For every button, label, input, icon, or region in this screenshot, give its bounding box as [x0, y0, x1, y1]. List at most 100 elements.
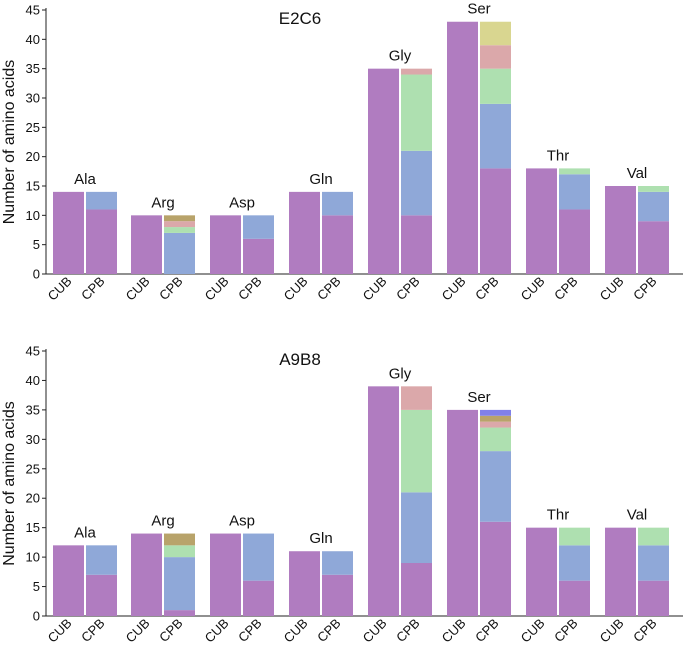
bar-segment-purple [243, 580, 274, 616]
y-tick-label: 15 [26, 179, 40, 194]
bar-label: CUB [45, 616, 75, 646]
bar-label: CPB [630, 616, 660, 646]
category-label: Gln [309, 171, 332, 188]
bar-label: CPB [551, 274, 581, 304]
bar-segment-blue [638, 545, 669, 581]
bar-segment-green [559, 168, 590, 175]
bar-segment-pink [480, 421, 511, 428]
bar-segment-purple [131, 533, 162, 616]
y-tick-label: 10 [26, 208, 40, 223]
bar-segment-purple [86, 574, 117, 616]
bar-segment-blue [164, 232, 195, 274]
bar-segment-purple [559, 209, 590, 274]
bar-segment-purple [322, 215, 353, 274]
bar-label: CPB [78, 616, 108, 646]
category-label: Arg [151, 513, 174, 530]
bar-label: CPB [156, 274, 186, 304]
bar-segment-green [480, 68, 511, 104]
bar-label: CPB [393, 274, 423, 304]
bar-segment-olive [164, 533, 195, 546]
bar-segment-purple [368, 68, 399, 275]
bar-segment-purple [368, 386, 399, 616]
bar-segment-blue [243, 215, 274, 239]
bar-segment-purple [447, 409, 478, 616]
bar-segment-blue [638, 191, 669, 222]
bar-segment-blue [401, 150, 432, 216]
bar-segment-purple [289, 551, 320, 616]
bar-segment-green [401, 409, 432, 493]
bar-label: CPB [630, 274, 660, 304]
bar-segment-purple [447, 21, 478, 274]
y-tick-label: 45 [26, 3, 40, 18]
bar-segment-blue [243, 533, 274, 581]
bar-segment-blue [559, 174, 590, 210]
bar-segment-blue [322, 191, 353, 216]
category-label: Gly [389, 365, 412, 382]
bar-segment-purple [605, 527, 636, 616]
bar-segment-purple [401, 563, 432, 616]
bar-segment-blue [86, 545, 117, 575]
bar-label: CUB [45, 274, 75, 304]
y-tick-label: 5 [33, 579, 40, 594]
chart-title: E2C6 [279, 9, 322, 28]
bar-segment-purple [526, 168, 557, 274]
bar-segment-blue [401, 492, 432, 563]
category-label: Val [627, 165, 648, 182]
bar-segment-blue [480, 103, 511, 169]
bar-label: CPB [472, 274, 502, 304]
bar-segment-pink [164, 221, 195, 228]
bar-segment-purple [526, 527, 557, 616]
bar-segment-olive [480, 415, 511, 422]
y-tick-label: 35 [26, 61, 40, 76]
category-label: Gly [389, 48, 412, 65]
category-label: Asp [229, 513, 255, 530]
bar-label: CPB [314, 274, 344, 304]
bar-label: CPB [235, 616, 265, 646]
chart-title: A9B8 [279, 350, 321, 369]
bar-segment-purple [289, 191, 320, 274]
bar-segment-green [638, 527, 669, 546]
category-label: Ser [467, 1, 490, 18]
y-tick-label: 5 [33, 237, 40, 252]
y-tick-label: 20 [26, 491, 40, 506]
bar-segment-blue [322, 551, 353, 575]
y-tick-label: 25 [26, 120, 40, 135]
y-tick-label: 35 [26, 402, 40, 417]
bar-segment-purple [480, 521, 511, 616]
category-label: Thr [547, 507, 570, 524]
bar-segment-purple [131, 215, 162, 274]
bar-label: CUB [597, 274, 627, 304]
bar-label: CPB [551, 616, 581, 646]
bar-segment-purple [322, 574, 353, 616]
y-tick-label: 30 [26, 432, 40, 447]
bar-label: CUB [360, 274, 390, 304]
category-label: Arg [151, 194, 174, 211]
category-label: Thr [547, 147, 570, 164]
category-label: Ser [467, 389, 490, 406]
bar-segment-purple [638, 221, 669, 274]
y-tick-label: 25 [26, 461, 40, 476]
y-axis-title: Number of amino acids [1, 60, 18, 225]
chart-a9b8: 0 5 10 15 20 25 30 35 40 45 Number of amino acids A… [1, 344, 683, 646]
bar-segment-purple [480, 168, 511, 274]
bar-segment-purple [53, 191, 84, 274]
bar-segment-violet [480, 409, 511, 416]
category-label: Ala [74, 171, 96, 188]
bar-label: CPB [78, 274, 108, 304]
bar-segment-purple [164, 610, 195, 616]
y-tick-label: 20 [26, 149, 40, 164]
bar-segment-green [401, 74, 432, 151]
bar-segment-blue [164, 557, 195, 611]
bar-label: CUB [202, 616, 232, 646]
bar-segment-purple [638, 580, 669, 616]
y-tick-label: 15 [26, 520, 40, 535]
bar-segment-blue [559, 545, 590, 581]
y-tick-label: 40 [26, 32, 40, 47]
bar-segment-green [638, 186, 669, 192]
category-label: Val [627, 507, 648, 524]
bar-segment-pink [401, 386, 432, 410]
bar-label: CUB [360, 616, 390, 646]
bar-label: CPB [314, 616, 344, 646]
bar-segment-pink [480, 45, 511, 69]
